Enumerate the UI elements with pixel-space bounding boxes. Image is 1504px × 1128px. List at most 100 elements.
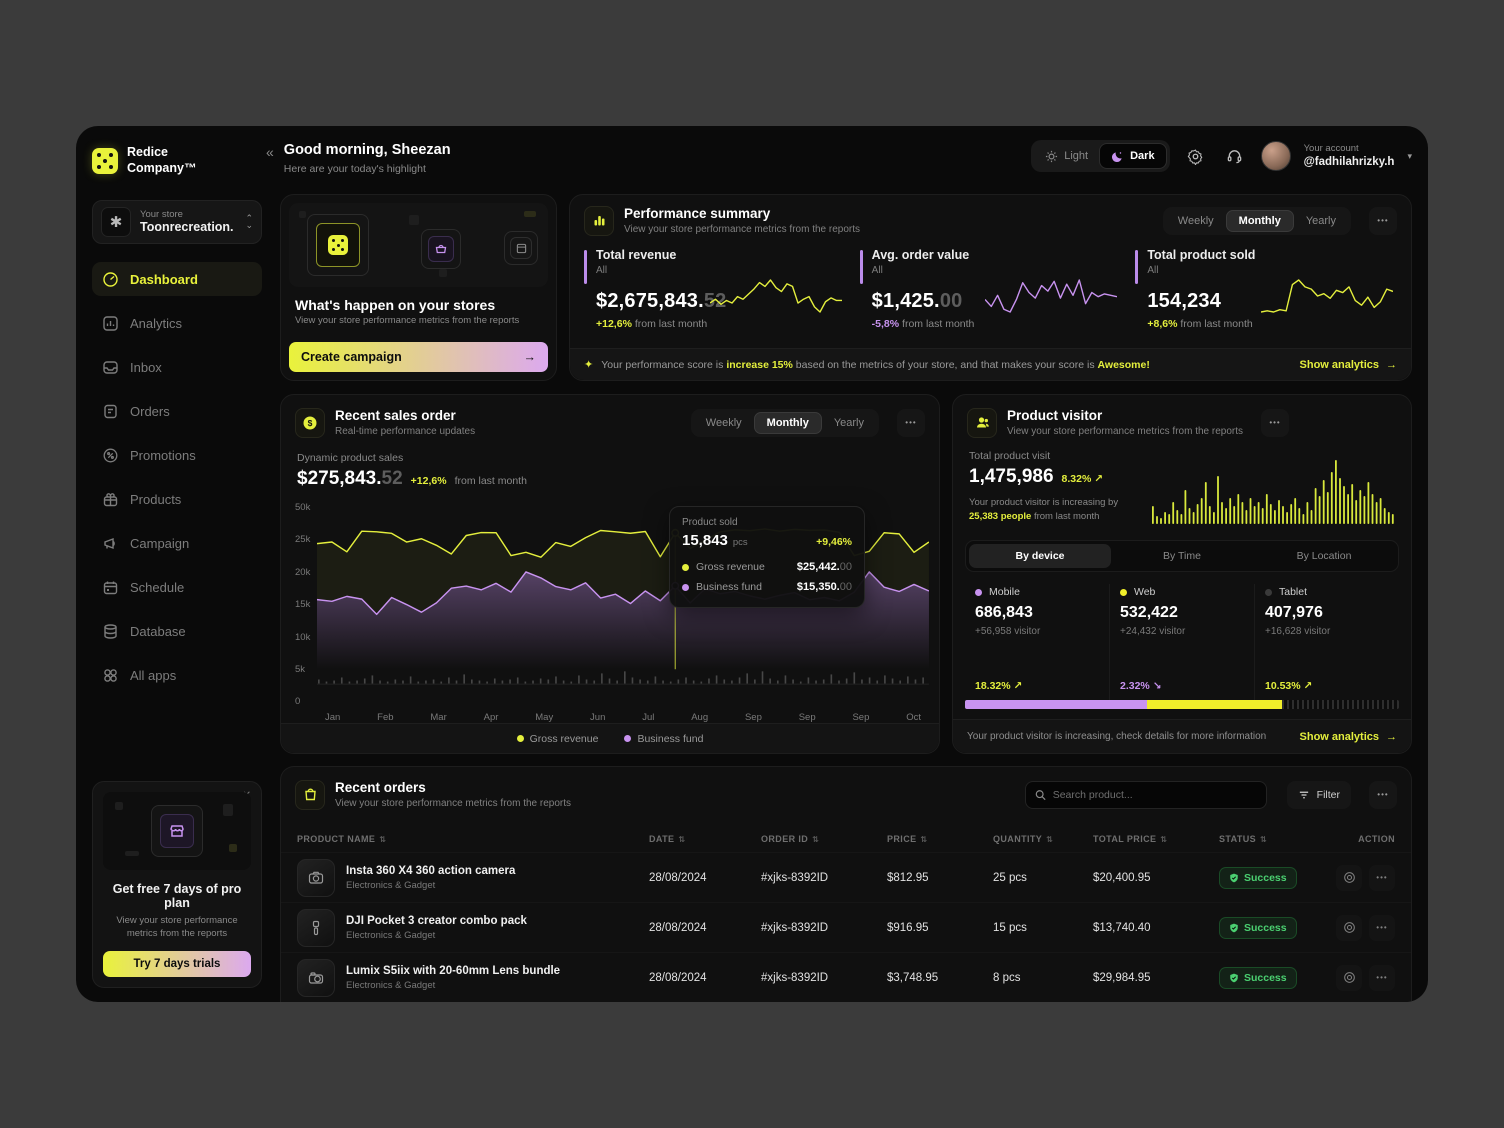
main-content: « Good morning, Sheezan Here are your to… [266, 126, 1428, 1002]
sort-icon[interactable]: ⇅ [1160, 834, 1168, 844]
more-options-button[interactable]: ••• [1369, 780, 1397, 809]
sales-value: $275,843.52 [297, 468, 403, 489]
tab-by-time[interactable]: By Time [1163, 550, 1201, 562]
table-row[interactable]: DJI Pocket 3 creator combo pack Electroni… [281, 902, 1411, 952]
arrow-up-right-icon: ↗ [1013, 680, 1023, 693]
sort-icon[interactable]: ⇅ [920, 834, 928, 844]
dashboard-icon [103, 271, 118, 287]
recent-orders-card: Recent orders View your store performanc… [280, 766, 1412, 1002]
tab-weekly[interactable]: Weekly [705, 416, 742, 429]
sales-metric-label: Dynamic product sales [297, 452, 404, 464]
hero-title: What's happen on your stores [295, 297, 496, 314]
chart-tooltip: Product sold 15,843 pcs +9,46% Gross rev… [669, 506, 865, 608]
sidebar-item-campaign[interactable]: Campaign [92, 526, 262, 560]
arrow-up-right-icon: ↗ [1094, 473, 1104, 485]
sort-icon[interactable]: ⇅ [812, 834, 820, 844]
theme-light-option[interactable]: Light [1034, 143, 1099, 169]
theme-dark-option[interactable]: Dark [1099, 143, 1167, 169]
collapse-sidebar-icon[interactable]: « [266, 144, 274, 160]
trial-button[interactable]: Try 7 days trials [103, 951, 251, 977]
sort-icon[interactable]: ⇅ [379, 834, 387, 844]
more-options-button[interactable]: ••• [1369, 206, 1397, 235]
sidebar-item-dashboard[interactable]: Dashboard [92, 262, 262, 296]
tab-by-location[interactable]: By Location [1296, 550, 1352, 562]
row-more-button[interactable]: ••• [1369, 964, 1395, 991]
visitor-subtitle: View your store performance metrics from… [1007, 426, 1244, 437]
database-icon [104, 623, 117, 639]
promo-card: ✕ Get free 7 days of pro plan View your … [92, 781, 262, 988]
sort-icon[interactable]: ⇅ [1046, 834, 1054, 844]
show-analytics-link[interactable]: Show analytics → [1299, 358, 1397, 371]
tab-yearly[interactable]: Yearly [1305, 214, 1336, 227]
sales-chart: 50k 25k 20k 15k 10k 5k 0 Jan Feb Mar Apr May Jun Jul… [281, 490, 939, 723]
sidebar-item-orders[interactable]: Orders [92, 394, 262, 428]
product-visitor-card: Product visitor View your store performa… [952, 394, 1412, 755]
hero-illustration [289, 203, 548, 288]
sales-chart-yaxis: 50k 25k 20k 15k 10k 5k 0 [295, 502, 311, 708]
visitor-bar-chart [1152, 460, 1394, 524]
more-options-button[interactable]: ••• [1261, 408, 1290, 437]
row-more-button[interactable]: ••• [1369, 914, 1395, 941]
tab-yearly[interactable]: Yearly [833, 416, 864, 429]
bar-chart-icon [584, 205, 614, 236]
sidebar-item-all-apps[interactable]: All apps [92, 658, 262, 692]
device-share-bar [965, 700, 1399, 710]
store-label: Your store [140, 208, 183, 220]
tab-monthly[interactable]: Monthly [753, 411, 822, 434]
dice-logo-icon [92, 148, 118, 174]
tab-by-device[interactable]: By device [969, 544, 1111, 568]
more-options-button[interactable]: ••• [897, 408, 925, 437]
greeting-title: Good morning, Sheezan [283, 142, 451, 158]
yellow-dot-icon [516, 735, 524, 743]
status-badge: Success [1219, 966, 1297, 989]
filter-button[interactable]: Filter [1286, 780, 1351, 809]
sort-icon[interactable]: ⇅ [1260, 834, 1268, 844]
table-row[interactable]: Lumix S5iix with 20-60mm Lens bundle Elec… [281, 952, 1411, 1002]
view-order-button[interactable] [1336, 964, 1362, 991]
support-headset-icon[interactable] [1222, 143, 1248, 169]
metric-total-revenue: Total revenue All $2,675,843.52 +12,6% f… [584, 248, 846, 338]
create-campaign-button[interactable]: Create campaign → [289, 342, 548, 373]
sidebar-item-analytics[interactable]: Analytics [92, 306, 262, 340]
recent-sales-card: $ Recent sales order Real-time performan… [280, 394, 940, 755]
target-icon [1343, 972, 1355, 983]
hero-card: What's happen on your stores View your s… [280, 194, 557, 382]
store-mark-icon: ✱ [101, 207, 131, 237]
settings-gear-icon[interactable] [1183, 143, 1209, 169]
product-thumbnail [297, 858, 335, 897]
view-order-button[interactable] [1336, 914, 1362, 941]
sidebar-item-schedule[interactable]: Schedule [92, 570, 262, 604]
sidebar-item-promotions[interactable]: Promotions [92, 438, 262, 472]
chevron-updown-icon[interactable]: ⌃ ⌄ [245, 212, 253, 230]
brand: Redice Company™ [92, 142, 262, 180]
visitor-title: Product visitor [1007, 408, 1103, 424]
avatar[interactable] [1260, 141, 1291, 171]
search-input[interactable] [1052, 788, 1257, 801]
chevron-down-icon[interactable]: ▾ [1407, 150, 1412, 161]
sidebar-nav: Dashboard Analytics Inbox Orders Promoti… [92, 262, 262, 692]
show-analytics-link[interactable]: Show analytics → [1299, 730, 1397, 743]
tab-weekly[interactable]: Weekly [1177, 214, 1214, 227]
tooltip-gross-revenue: Gross revenue $25,442.00 [682, 557, 852, 577]
sun-icon [1046, 150, 1058, 162]
sidebar-item-products[interactable]: Products [92, 482, 262, 516]
sidebar-item-inbox[interactable]: Inbox [92, 350, 262, 384]
visitor-total: Total product visit 1,475,986 8.32% ↗ Yo… [969, 450, 1119, 522]
table-row[interactable]: Insta 360 X4 360 action camera Electronic… [281, 852, 1411, 902]
view-order-button[interactable] [1336, 864, 1362, 891]
tab-monthly[interactable]: Monthly [1225, 209, 1294, 232]
device-tablet: Tablet 407,976 +16,628 visitor 10.53% ↗ [1254, 584, 1399, 701]
aov-sparkline [985, 279, 1118, 313]
visitor-tabs: By device By Time By Location [965, 540, 1399, 572]
store-selector[interactable]: ✱ Your store Toonrecreation. ⌃ ⌄ [92, 200, 262, 244]
person-icon [967, 407, 997, 438]
products-icon [103, 492, 118, 506]
sidebar-item-database[interactable]: Database [92, 614, 262, 648]
performance-summary-card: Performance summary View your store perf… [569, 194, 1412, 382]
shopping-bag-icon [295, 779, 325, 810]
topbar: « Good morning, Sheezan Here are your to… [266, 140, 1412, 181]
product-thumbnail [297, 908, 335, 947]
tooltip-business-fund: Business fund $15,350.00 [682, 577, 852, 597]
row-more-button[interactable]: ••• [1369, 864, 1395, 891]
sort-icon[interactable]: ⇅ [678, 834, 686, 844]
